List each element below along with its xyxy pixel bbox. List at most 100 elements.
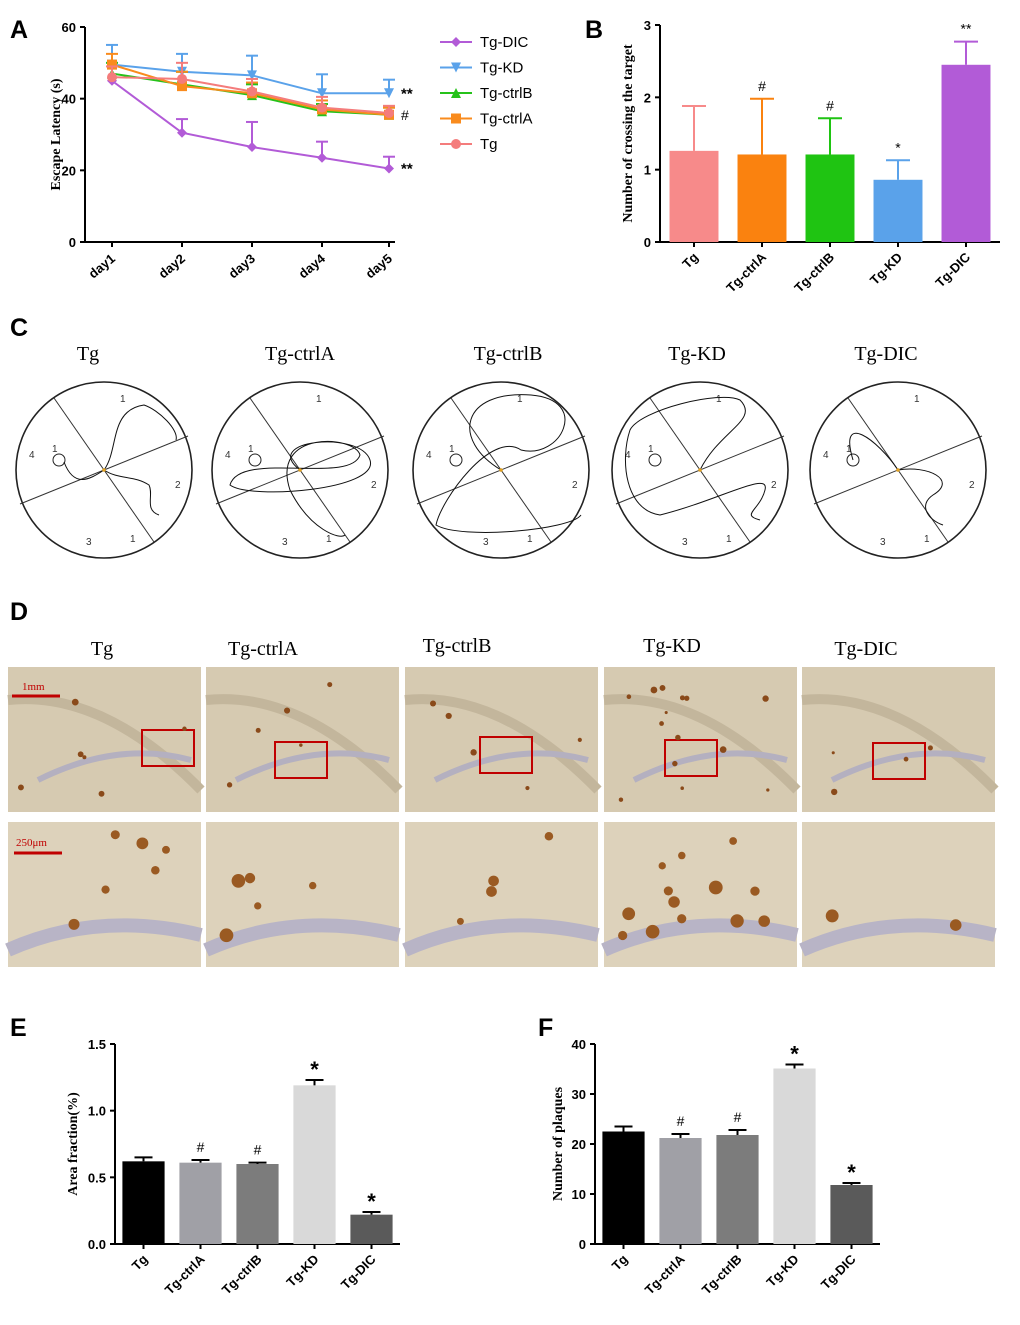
bar-group-tg-dic: ** Tg-DIC xyxy=(932,21,991,290)
quadrant-label: 1 xyxy=(914,394,920,405)
bar-tg-dic xyxy=(350,1214,393,1244)
plaque xyxy=(663,886,673,896)
quadrant-label: 2 xyxy=(175,480,181,491)
plaque xyxy=(766,788,770,792)
significance-mark: # xyxy=(758,78,766,94)
swim-path xyxy=(624,396,766,521)
low-mag-image xyxy=(8,667,201,812)
quadrant-label: 2 xyxy=(371,480,377,491)
bar-tg-dic xyxy=(941,64,991,243)
bar-tg-ctrlb xyxy=(805,154,855,242)
bar-tg xyxy=(602,1131,645,1244)
low-mag-image xyxy=(802,667,995,812)
bar-tg-ctrla xyxy=(737,154,787,242)
significance-mark: ** xyxy=(961,21,972,37)
data-point xyxy=(317,102,327,113)
quadrant-label: 1 xyxy=(517,394,523,405)
y-tick-label: 2 xyxy=(644,90,651,105)
scale-bar-label: 250μm xyxy=(16,837,47,849)
bar-tg xyxy=(122,1161,165,1244)
tissue-band xyxy=(205,694,403,794)
x-tick-label: Tg-KD xyxy=(867,250,905,288)
y-axis-title: Number of crossing the target xyxy=(621,44,636,223)
quadrant-label: 1 xyxy=(726,534,732,545)
platform-label: 1 xyxy=(648,444,654,455)
tissue-band xyxy=(799,918,997,957)
significance-mark: * xyxy=(847,1160,856,1185)
plaque xyxy=(17,784,24,791)
pool-outline xyxy=(412,381,590,559)
pool-outline xyxy=(15,381,193,559)
track-title: Tg-ctrlB xyxy=(474,343,543,365)
y-tick-label: 3 xyxy=(644,18,651,33)
track-plot-tg-dic: Tg-DIC 1 2 3 4 1 1 xyxy=(809,343,987,559)
quadrant-label: 1 xyxy=(924,534,930,545)
y-tick-label: 1 xyxy=(644,163,651,178)
y-tick-label: 60 xyxy=(62,20,76,35)
x-tick-label: Tg-ctrlA xyxy=(162,1251,208,1297)
data-point xyxy=(247,142,257,153)
swim-path xyxy=(435,394,582,533)
legend-marker xyxy=(451,37,461,47)
platform-marker xyxy=(248,453,262,467)
plaque xyxy=(68,918,80,930)
plaque xyxy=(730,914,744,928)
legend-marker xyxy=(451,88,461,98)
plaque xyxy=(284,707,291,714)
platform-label: 1 xyxy=(846,444,852,455)
plaque xyxy=(650,686,658,694)
track-title: Tg-DIC xyxy=(854,343,917,365)
tissue-band xyxy=(601,918,799,957)
track-title: Tg-KD xyxy=(668,343,726,365)
plaque xyxy=(82,755,87,760)
plaque xyxy=(618,797,624,802)
x-tick-label: Tg-DIC xyxy=(818,1251,859,1292)
plaque xyxy=(626,694,632,700)
panel-letter-d: D xyxy=(10,598,28,626)
y-axis-title: Number of plaques xyxy=(551,1086,566,1201)
tissue-band xyxy=(36,750,192,783)
significance-mark: # xyxy=(197,1139,205,1155)
data-point xyxy=(177,81,187,92)
micrograph-column-tg-ctrlb: Tg-ctrlB xyxy=(402,635,602,967)
track-plot-tg-kd: Tg-KD 1 2 3 4 1 1 xyxy=(611,343,789,559)
x-tick-label: Tg-DIC xyxy=(932,249,973,290)
data-point xyxy=(177,127,187,138)
tissue-band xyxy=(830,750,986,783)
plaque xyxy=(949,919,962,931)
track-plot-tg-ctrlb: Tg-ctrlB 1 2 3 4 1 1 xyxy=(412,343,590,559)
significance-mark: # xyxy=(734,1109,742,1125)
legend-marker xyxy=(451,139,461,149)
y-tick-label: 40 xyxy=(572,1037,586,1052)
y-tick-label: 0 xyxy=(69,235,76,250)
tissue-band xyxy=(402,918,600,957)
micrograph-column-tg: Tg xyxy=(5,638,205,967)
plaque xyxy=(486,886,497,897)
pool-outline xyxy=(809,381,987,559)
plaque xyxy=(659,685,666,691)
y-tick-label: 0 xyxy=(579,1237,586,1252)
pool-outline xyxy=(211,381,389,559)
plaque xyxy=(708,880,723,895)
pool-center xyxy=(698,468,702,472)
x-tick-label: Tg-KD xyxy=(283,1252,321,1290)
plaque xyxy=(672,760,678,767)
data-point xyxy=(107,72,117,83)
plaque xyxy=(729,837,738,845)
micrograph-title: Tg-DIC xyxy=(834,638,897,660)
quadrant-label: 1 xyxy=(120,394,126,405)
panel-letter-e: E xyxy=(10,1014,27,1042)
roi-box xyxy=(664,739,718,777)
x-tick-label: day2 xyxy=(156,251,188,282)
plaque xyxy=(136,837,149,850)
plaque xyxy=(488,875,499,887)
track-plot-tg-ctrla: Tg-ctrlA 1 2 3 4 1 1 xyxy=(211,343,389,559)
bar-group-tg-ctrla: # Tg-ctrlA xyxy=(723,78,787,295)
bar-group-tg-ctrla: # Tg-ctrlA xyxy=(162,1139,222,1297)
plaque xyxy=(77,751,84,758)
platform-marker xyxy=(52,453,66,467)
quadrant-label: 3 xyxy=(880,537,886,548)
plaque xyxy=(831,751,835,755)
bar-group-tg-ctrla: # Tg-ctrlA xyxy=(642,1113,702,1297)
y-tick-label: 0 xyxy=(644,235,651,250)
